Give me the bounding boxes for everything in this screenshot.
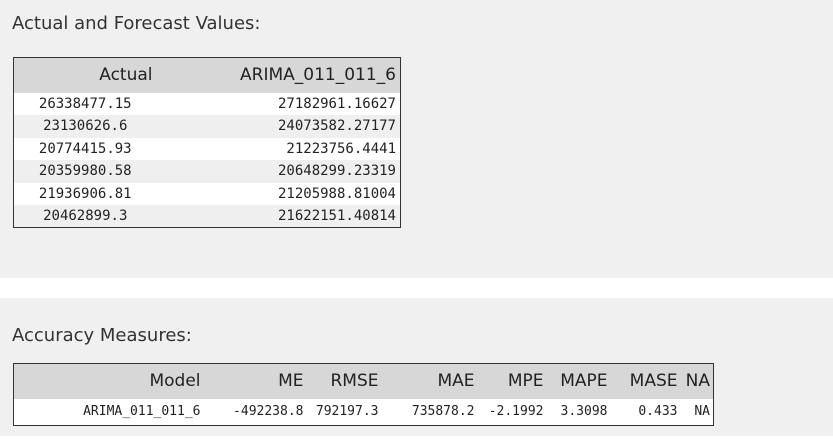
- actual-cell: 20774415.93: [38, 140, 132, 157]
- forecast-section-title: Actual and Forecast Values:: [12, 13, 261, 34]
- table-row: 26338477.15 27182961.16627: [14, 93, 401, 116]
- mase-cell: 0.433: [638, 404, 678, 420]
- accuracy-section-title: Accuracy Measures:: [12, 325, 192, 346]
- column-header-me: ME: [203, 363, 307, 399]
- column-header-mase: MASE: [610, 363, 681, 399]
- actual-cell: 20462899.3: [13, 205, 157, 228]
- forecast-table: Actual ARIMA_011_011_6 26338477.15 27182…: [13, 57, 401, 228]
- table-row: 20462899.3 21622151.40814: [13, 205, 401, 228]
- model-cell: ARIMA_011_011_6: [83, 404, 201, 420]
- table-row: 23130626.6 24073582.27177: [13, 115, 401, 138]
- mpe-cell: -2.1992: [488, 404, 544, 420]
- mape-cell: 3.3098: [560, 404, 608, 420]
- column-header-mape: MAPE: [546, 363, 611, 399]
- column-header-model: Model: [13, 363, 204, 399]
- column-header-actual: Actual: [13, 57, 157, 93]
- column-header-rmse: RMSE: [306, 363, 382, 399]
- na-cell: NA: [694, 404, 710, 420]
- table-row: 20359980.58 20648299.23319: [13, 160, 401, 183]
- forecast-cell: 27182961.16627: [277, 95, 396, 112]
- forecast-cell: 21223756.4441: [286, 140, 396, 157]
- actual-cell: 20359980.58: [13, 160, 157, 183]
- forecast-cell: 20648299.23319: [156, 160, 401, 183]
- table-row: 21936906.81 21205988.81004: [14, 183, 401, 206]
- table-row: ARIMA_011_011_6 -492238.8 792197.3 73587…: [14, 399, 714, 426]
- forecast-cell: 24073582.27177: [156, 115, 401, 138]
- mae-cell: 735878.2: [411, 404, 475, 420]
- rmse-cell: 792197.3: [315, 404, 379, 420]
- actual-cell: 21936906.81: [38, 185, 132, 202]
- actual-cell: 23130626.6: [13, 115, 157, 138]
- forecast-header-row: Actual ARIMA_011_011_6: [13, 57, 401, 93]
- accuracy-header-row: Model ME RMSE MAE MPE MAPE MASE NA: [13, 363, 714, 399]
- column-header-mpe: MPE: [477, 363, 547, 399]
- forecast-cell: 21622151.40814: [156, 205, 401, 228]
- column-header-na: NA: [680, 363, 714, 399]
- column-header-mae: MAE: [381, 363, 478, 399]
- column-header-arima: ARIMA_011_011_6: [156, 57, 401, 93]
- table-row: 20774415.93 21223756.4441: [14, 138, 401, 161]
- accuracy-table: Model ME RMSE MAE MPE MAPE MASE NA ARIMA…: [13, 363, 714, 426]
- me-cell: -492238.8: [233, 404, 304, 420]
- actual-cell: 26338477.15: [38, 95, 132, 112]
- forecast-cell: 21205988.81004: [277, 185, 396, 202]
